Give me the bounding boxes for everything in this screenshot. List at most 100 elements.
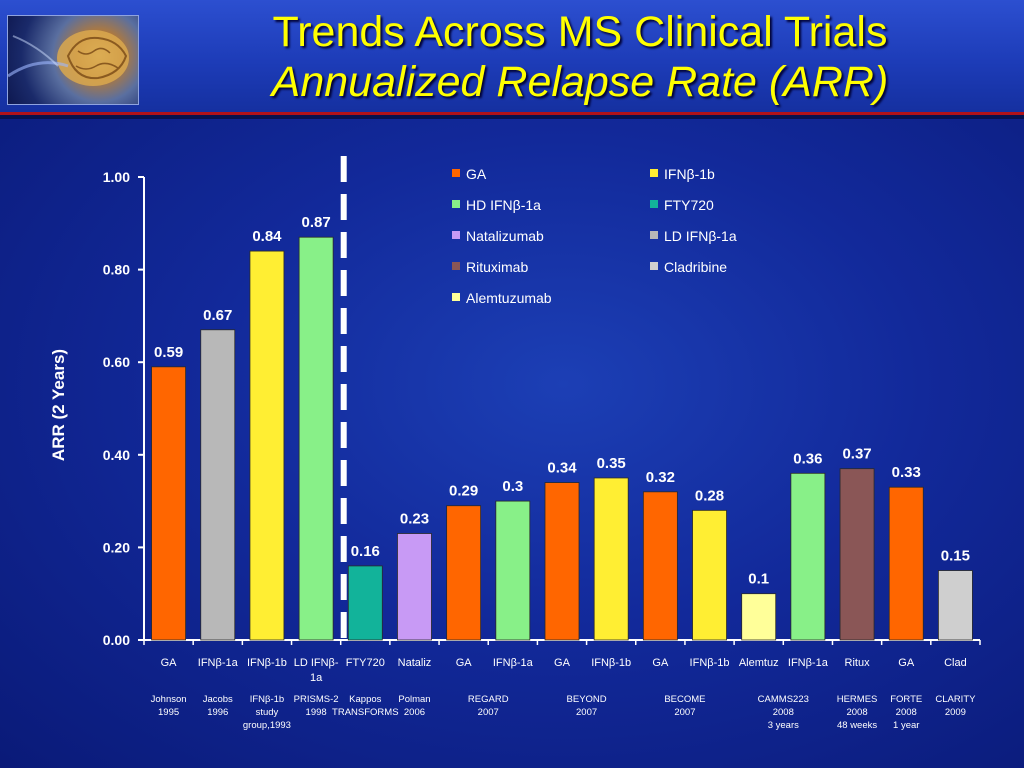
study-label: 2006 bbox=[404, 707, 425, 718]
category-label: IFNβ-1b bbox=[591, 657, 631, 669]
legend-swatch bbox=[650, 169, 658, 177]
bar-value-label: 0.33 bbox=[892, 464, 921, 481]
legend-label: LD IFNβ-1a bbox=[664, 228, 737, 244]
bar-value-label: 0.32 bbox=[646, 469, 675, 486]
bar-value-label: 0.28 bbox=[695, 487, 724, 504]
study-label: group,1993 bbox=[243, 720, 291, 731]
bar bbox=[741, 593, 777, 641]
study-label: IFNβ-1b bbox=[250, 694, 285, 705]
study-label: Polman bbox=[398, 694, 430, 705]
category-label: IFNβ-1b bbox=[690, 657, 730, 669]
study-label: Johnson bbox=[151, 694, 187, 705]
legend-label: Natalizumab bbox=[466, 228, 544, 244]
title-banner bbox=[0, 0, 1024, 112]
bar bbox=[642, 491, 678, 641]
study-label: 2008 bbox=[896, 707, 917, 718]
legend-swatch bbox=[452, 231, 460, 239]
legend-swatch bbox=[650, 231, 658, 239]
header-divider bbox=[0, 112, 1024, 115]
legend-swatch bbox=[650, 262, 658, 270]
category-label: GA bbox=[652, 657, 669, 669]
slide-title: Trends Across MS Clinical Trials bbox=[272, 8, 888, 56]
legend-label: IFNβ-1b bbox=[664, 166, 715, 182]
bar bbox=[495, 500, 531, 641]
study-label: study bbox=[256, 707, 279, 718]
category-label: GA bbox=[554, 657, 571, 669]
legend-label: Rituximab bbox=[466, 259, 528, 275]
bar-value-label: 0.67 bbox=[203, 307, 232, 324]
bar bbox=[593, 477, 629, 641]
study-label: 3 years bbox=[768, 720, 799, 731]
legend-label: FTY720 bbox=[664, 197, 714, 213]
category-label: IFNβ-1b bbox=[247, 657, 287, 669]
study-label: REGARD bbox=[468, 694, 509, 705]
study-label: CLARITY bbox=[935, 694, 976, 705]
bar bbox=[397, 533, 432, 641]
y-tick-label: 1.00 bbox=[103, 169, 130, 185]
study-label: TRANSFORMS bbox=[332, 707, 399, 718]
header-divider-shadow bbox=[0, 115, 1024, 119]
legend-swatch bbox=[452, 200, 460, 208]
bar bbox=[347, 565, 383, 641]
legend-label: Alemtuzumab bbox=[466, 290, 552, 306]
y-tick-label: 0.40 bbox=[103, 447, 130, 463]
legend-swatch bbox=[452, 169, 460, 177]
bar-value-label: 0.59 bbox=[154, 344, 183, 361]
study-label: FORTE bbox=[890, 694, 922, 705]
study-label: 1996 bbox=[207, 707, 228, 718]
bar-value-label: 0.1 bbox=[748, 571, 769, 588]
y-tick-label: 0.00 bbox=[103, 632, 130, 648]
brain-logo-image bbox=[7, 15, 139, 105]
bar bbox=[790, 472, 826, 641]
study-label: 2007 bbox=[576, 707, 597, 718]
y-axis-title: ARR (2 Years) bbox=[49, 349, 68, 461]
legend-label: GA bbox=[466, 166, 487, 182]
legend-label: Cladribine bbox=[664, 259, 727, 275]
study-label: 48 weeks bbox=[837, 720, 877, 731]
study-label: 2009 bbox=[945, 707, 966, 718]
bar bbox=[249, 250, 285, 641]
study-label: 1 year bbox=[893, 720, 919, 731]
bar-value-label: 0.3 bbox=[502, 478, 523, 495]
study-label: 1995 bbox=[158, 707, 179, 718]
bar-value-label: 0.84 bbox=[252, 228, 282, 245]
category-label: Clad bbox=[944, 657, 967, 669]
category-label: GA bbox=[898, 657, 915, 669]
bar bbox=[692, 509, 727, 641]
study-label: Jacobs bbox=[203, 694, 233, 705]
legend-swatch bbox=[650, 200, 658, 208]
bar bbox=[839, 468, 875, 641]
category-label: IFNβ-1a bbox=[493, 657, 534, 669]
legend-swatch bbox=[452, 262, 460, 270]
bar-value-label: 0.37 bbox=[842, 446, 871, 463]
study-label: 2007 bbox=[478, 707, 499, 718]
study-label: PRISMS-2 bbox=[294, 694, 339, 705]
study-label: CAMMS223 bbox=[758, 694, 809, 705]
bar-value-label: 0.29 bbox=[449, 483, 478, 500]
category-label: Ritux bbox=[845, 657, 871, 669]
category-label: IFNβ-1a bbox=[788, 657, 829, 669]
category-label: IFNβ-1a bbox=[198, 657, 239, 669]
category-label: Alemtuz bbox=[739, 657, 779, 669]
bar-value-label: 0.23 bbox=[400, 511, 429, 528]
bar bbox=[888, 486, 924, 641]
y-tick-label: 0.80 bbox=[103, 262, 130, 278]
study-label: BEYOND bbox=[567, 694, 607, 705]
slide-subtitle: Annualized Relapse Rate (ARR) bbox=[271, 58, 889, 106]
study-label: HERMES bbox=[837, 694, 878, 705]
category-label: 1a bbox=[310, 672, 323, 684]
y-tick-label: 0.20 bbox=[103, 539, 130, 555]
study-label: 2008 bbox=[846, 707, 867, 718]
category-label: FTY720 bbox=[346, 657, 385, 669]
bar-value-label: 0.16 bbox=[351, 543, 380, 560]
bar-value-label: 0.15 bbox=[941, 548, 970, 565]
bar bbox=[446, 505, 482, 641]
y-tick-label: 0.60 bbox=[103, 354, 130, 370]
bar-value-label: 0.34 bbox=[547, 460, 577, 477]
bar bbox=[544, 482, 580, 641]
bar bbox=[151, 366, 186, 641]
bar bbox=[200, 329, 236, 641]
bar bbox=[938, 570, 973, 641]
bar bbox=[298, 236, 334, 641]
